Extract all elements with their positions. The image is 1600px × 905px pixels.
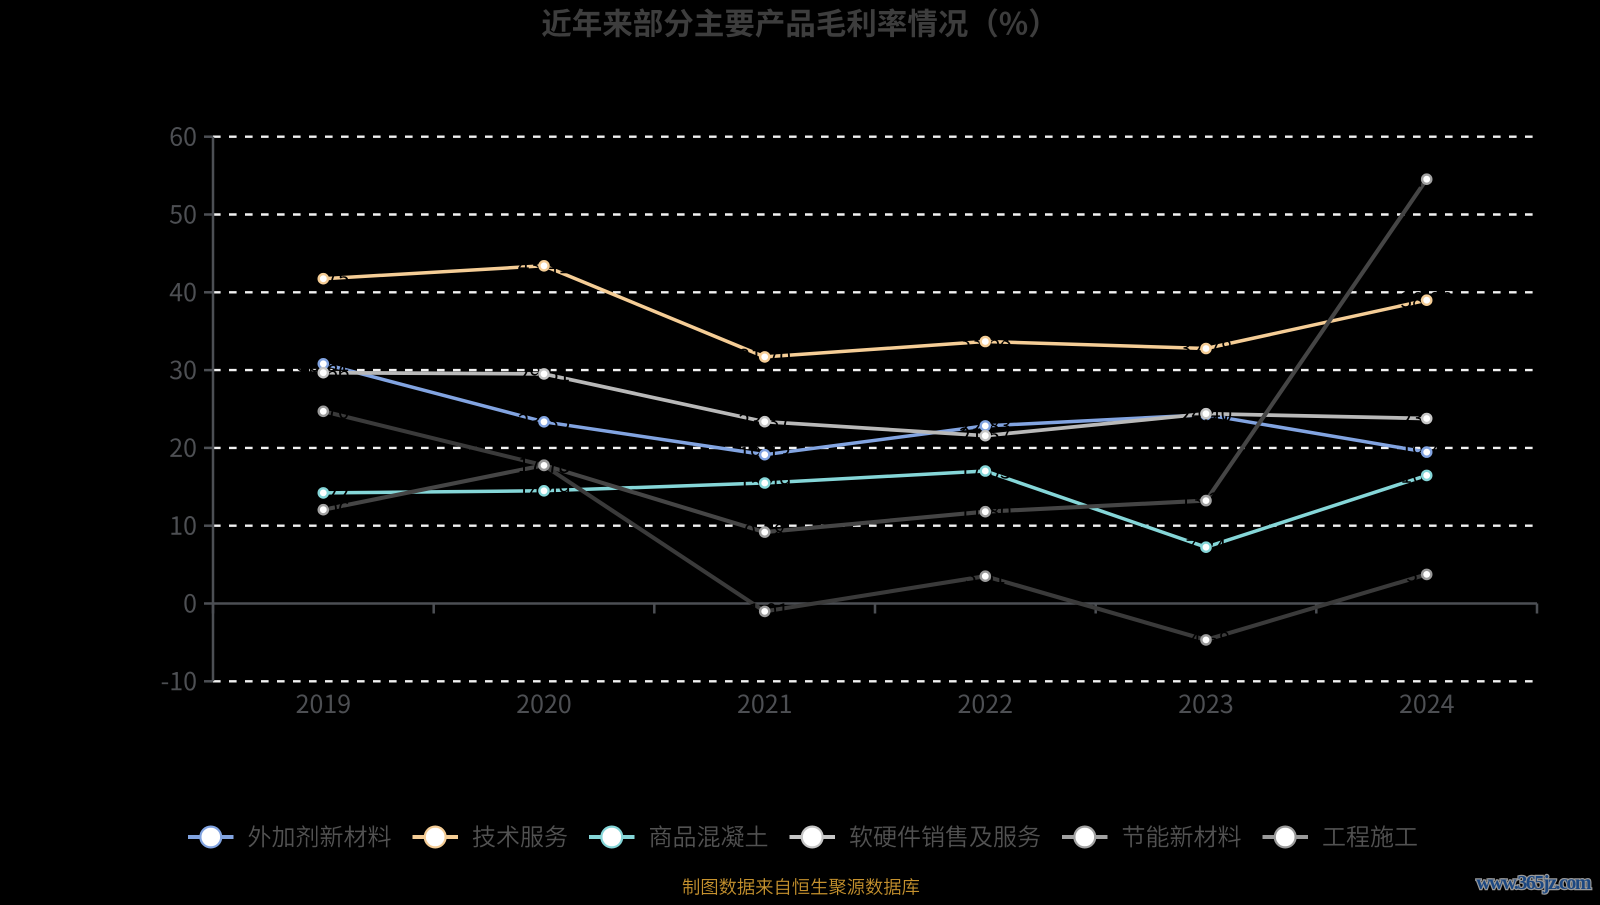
svg-text:www.365jz.com: www.365jz.com [1476, 872, 1592, 894]
